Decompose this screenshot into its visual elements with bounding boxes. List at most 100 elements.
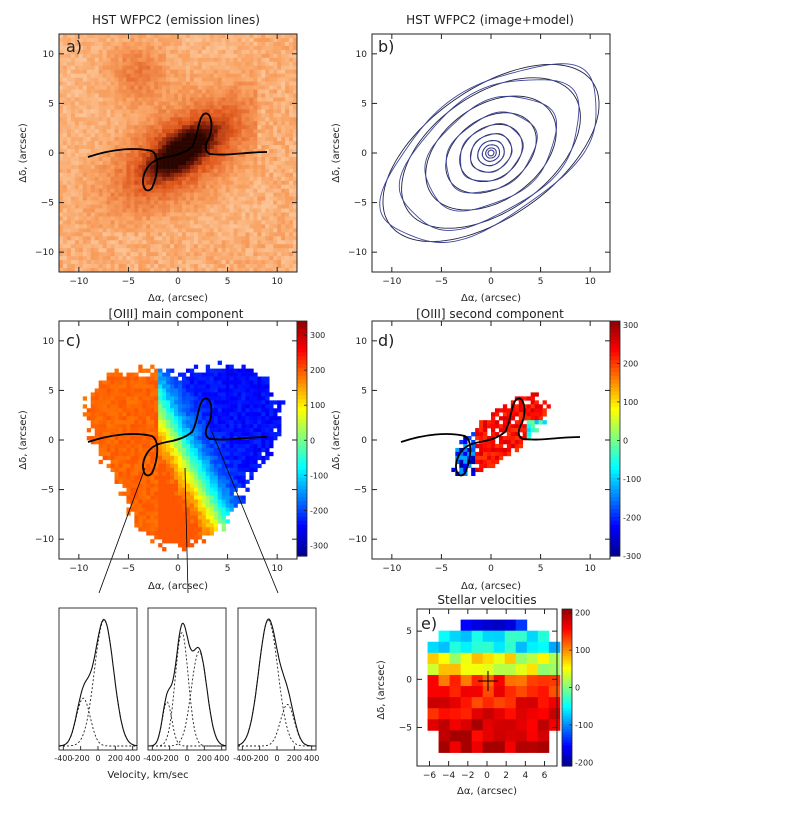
panel-a-pixel bbox=[70, 105, 76, 110]
panel-a-pixel bbox=[66, 125, 72, 130]
panel-c-pixel bbox=[98, 396, 103, 401]
panel-c-pixel bbox=[94, 420, 99, 425]
panel-a-pixel bbox=[106, 133, 111, 138]
panel-a-pixel bbox=[130, 37, 135, 43]
panel-a-pixel bbox=[122, 77, 127, 82]
panel-a-pixel bbox=[197, 93, 203, 98]
panel-c-pixel bbox=[178, 408, 183, 413]
panel-a-pixel bbox=[193, 37, 199, 43]
panel-a-pixel bbox=[201, 101, 207, 106]
panel-a-pixel bbox=[233, 188, 238, 193]
panel-c-pixel bbox=[209, 459, 214, 465]
panel-a-pixel bbox=[59, 37, 64, 43]
panel-a-pixel bbox=[293, 69, 298, 74]
panel-a-pixel bbox=[78, 57, 84, 63]
panel-a-pixel bbox=[162, 97, 167, 102]
panel-a-pixel bbox=[229, 260, 234, 265]
panel-a-pixel bbox=[114, 93, 119, 98]
panel-a-pixel bbox=[221, 208, 226, 213]
panel-a-pixel bbox=[241, 49, 246, 55]
panel-a-pixel bbox=[233, 69, 238, 74]
panel-a-pixel bbox=[102, 256, 107, 261]
panel-a-pixel bbox=[269, 204, 274, 209]
panel-a-pixel bbox=[98, 137, 103, 142]
panel-c-pixel bbox=[170, 483, 175, 488]
panel-a-pixel bbox=[205, 216, 211, 221]
panel-a-pixel bbox=[118, 212, 123, 217]
panel-a-pixel bbox=[261, 188, 266, 193]
panel-a-pixel bbox=[114, 228, 119, 233]
panel-a-pixel bbox=[162, 125, 167, 130]
panel-a-pixel bbox=[261, 232, 266, 237]
panel-a-pixel bbox=[66, 149, 72, 154]
panel-c-pixel bbox=[102, 455, 107, 461]
panel-a-pixel bbox=[277, 65, 282, 70]
panel-a-pixel bbox=[241, 260, 246, 265]
panel-a-pixel bbox=[265, 256, 270, 261]
panel-c-pixel bbox=[150, 364, 155, 369]
panel-a-pixel bbox=[154, 117, 159, 122]
panel-c-pixel bbox=[205, 368, 211, 373]
panel-a-pixel bbox=[174, 224, 179, 229]
panel-a-pixel bbox=[201, 34, 207, 39]
panel-c-pixel bbox=[197, 440, 203, 445]
panel-a-pixel bbox=[197, 244, 203, 249]
panel-a-pixel bbox=[82, 236, 88, 241]
panel-a-pixel bbox=[150, 264, 155, 269]
panel-a-pixel bbox=[170, 156, 175, 162]
panel-a-pixel bbox=[114, 117, 119, 122]
panel-c-pixel bbox=[217, 404, 222, 409]
panel-a-pixel bbox=[201, 248, 207, 253]
panel-a-pixel bbox=[59, 149, 64, 154]
panel-c-pixel bbox=[142, 412, 147, 417]
panel-a-pixel bbox=[134, 264, 139, 269]
panel-a-pixel bbox=[130, 81, 135, 86]
panel-a-pixel bbox=[237, 256, 242, 261]
panel-a-spiral-curve bbox=[87, 112, 268, 192]
panel-c-pixel bbox=[185, 443, 191, 449]
panel-a-pixel bbox=[106, 236, 111, 241]
panel-c-pixel bbox=[181, 471, 187, 476]
panel-a-pixel bbox=[233, 244, 238, 249]
panel-c-pixel bbox=[265, 443, 270, 449]
panel-a-pixel bbox=[249, 216, 254, 221]
panel-c-pixel bbox=[209, 451, 214, 457]
panel-b-contour bbox=[477, 139, 505, 167]
panel-a-pixel bbox=[241, 117, 246, 122]
panel-c-pixel bbox=[146, 424, 151, 429]
panel-a-pixel bbox=[142, 188, 147, 193]
panel-a-pixel bbox=[201, 204, 207, 209]
panel-a-pixel bbox=[94, 121, 99, 126]
panel-a-pixel bbox=[94, 204, 99, 209]
panel-a-pixel bbox=[213, 236, 218, 241]
panel-a-pixel bbox=[106, 85, 111, 90]
panel-a-pixel bbox=[265, 220, 270, 225]
panel-a-pixel bbox=[110, 228, 115, 233]
panel-a-pixel bbox=[154, 192, 159, 197]
panel-a-pixel bbox=[62, 85, 68, 90]
panel-a-pixel bbox=[178, 192, 183, 197]
panel-a-pixel bbox=[265, 236, 270, 241]
panel-a-pixel bbox=[130, 252, 135, 257]
panel-c-pixel bbox=[225, 392, 230, 397]
panel-c-pixel bbox=[146, 479, 151, 484]
panel-c-pixel bbox=[134, 479, 139, 484]
panel-a-pixel bbox=[142, 41, 147, 47]
panel-a-pixel bbox=[285, 77, 290, 82]
panel-a-pixel bbox=[245, 256, 250, 261]
panel-c-pixel bbox=[130, 443, 135, 449]
panel-a-pixel bbox=[166, 232, 171, 237]
panel-a-pixel bbox=[114, 164, 119, 170]
panel-a-pixel bbox=[273, 34, 278, 39]
panel-a-pixel bbox=[94, 97, 99, 102]
panel-a-pixel bbox=[281, 153, 286, 158]
panel-a-pixel bbox=[241, 65, 246, 70]
panel-a-pixel bbox=[285, 85, 290, 90]
panel-c-pixel bbox=[134, 440, 139, 445]
panel-a-pixel bbox=[249, 256, 254, 261]
panel-c-pixel bbox=[217, 420, 222, 425]
panel-a-pixel bbox=[253, 232, 258, 237]
panel-a-pixel bbox=[122, 224, 127, 229]
panel-c-pixel bbox=[237, 412, 242, 417]
panel-a-pixel bbox=[261, 37, 266, 43]
